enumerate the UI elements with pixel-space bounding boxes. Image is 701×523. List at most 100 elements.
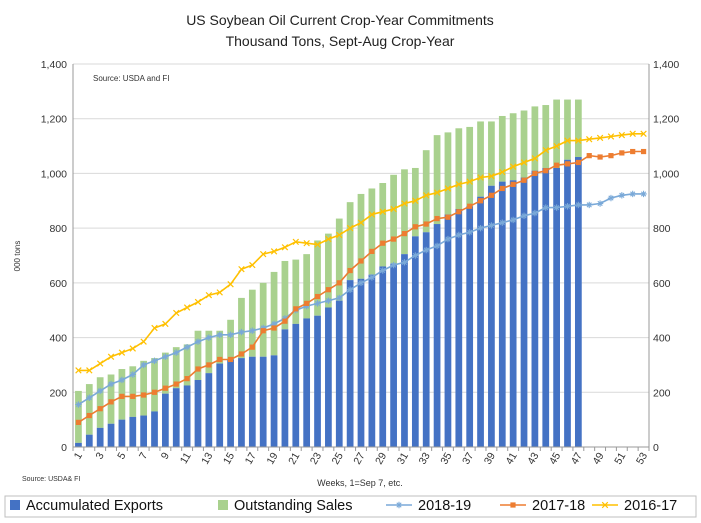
y-tick-label-left: 1,000 (41, 168, 67, 180)
legend-label: Outstanding Sales (234, 498, 353, 514)
outstanding-sales-bar (216, 330, 224, 364)
series-2016-17-point (368, 211, 376, 218)
y-tick-label-left: 600 (49, 278, 67, 290)
series-2018-19-point (227, 331, 234, 339)
accumulated-exports-bar (531, 170, 539, 447)
series-2016-17-point (629, 130, 636, 137)
y-tick-label-right: 1,000 (653, 168, 679, 180)
series-2017-18-point (238, 351, 245, 357)
accumulated-exports-bar (227, 359, 234, 447)
outstanding-sales-bar (509, 113, 517, 181)
legend-label: Accumulated Exports (26, 498, 163, 514)
series-2016-17-point (162, 320, 169, 328)
series-2016-17-point (520, 159, 528, 166)
series-2016-17-point (586, 136, 593, 143)
legend-marker (510, 502, 516, 508)
accumulated-exports-bar (455, 208, 463, 447)
legend-label: 2017-18 (532, 498, 585, 514)
y-tick-label-left: 1,200 (41, 114, 67, 126)
series-2018-19-point (346, 286, 354, 293)
accumulated-exports-bar (553, 167, 560, 447)
x-tick-label: 37 (460, 450, 476, 466)
accumulated-exports-bar (270, 355, 278, 447)
series-2016-17-point (194, 298, 202, 306)
accumulated-exports-bar (75, 442, 82, 447)
series-2018-19-point (618, 192, 626, 199)
outstanding-sales-bar (238, 297, 245, 359)
accumulated-exports-bar (162, 393, 169, 447)
outstanding-sales-bar (194, 330, 202, 380)
x-tick-label: 47 (569, 450, 585, 466)
accumulated-exports-bar (444, 214, 452, 447)
x-tick-label: 17 (243, 450, 259, 466)
series-2016-17-point (238, 265, 245, 273)
series-2016-17-point (466, 178, 473, 185)
outstanding-sales-bar (75, 390, 82, 443)
series-2016-17-point (596, 134, 604, 142)
series-2017-18-point (543, 168, 549, 174)
outstanding-sales-bar (422, 150, 430, 233)
series-2017-18-point (304, 300, 310, 306)
accumulated-exports-bar (520, 177, 528, 447)
accumulated-exports-bar (477, 196, 484, 447)
outstanding-sales-bar (390, 174, 397, 264)
series-2018-19-point (433, 242, 441, 250)
series-2016-17-point (444, 185, 452, 192)
accumulated-exports-bar (107, 423, 115, 447)
series-2016-17-point (86, 367, 93, 374)
outstanding-sales-bar (227, 319, 234, 360)
series-2018-19-point (129, 371, 136, 378)
legend: Accumulated Exports Outstanding Sales 2018… (4, 495, 697, 518)
axes: 0 0 200 200 400 400 600 600 800 800 1,000 1,000 1,20… (41, 59, 680, 467)
series-2017-18-point (249, 344, 255, 350)
legend-marker (601, 501, 609, 509)
series-2018-19-point (281, 315, 289, 322)
series-2017-18-point (173, 381, 179, 387)
series-2017-18-point (434, 215, 440, 222)
outstanding-sales-bar (401, 169, 408, 255)
series-2018-19-point (607, 194, 615, 202)
series-2016-17-point (618, 131, 626, 139)
outstanding-sales-bar (553, 99, 560, 168)
series-2017-18-point (586, 153, 592, 159)
x-tick-label: 21 (286, 450, 302, 466)
outstanding-sales-bar (574, 99, 582, 158)
series-2017-18-point (325, 287, 331, 293)
series-2017-18-point (293, 306, 299, 312)
outstanding-sales-bar (466, 126, 474, 207)
accumulated-exports-bar (498, 181, 506, 447)
outstanding-sales-bar (520, 110, 528, 178)
series-2018-19-point (118, 376, 126, 384)
accumulated-exports-bar (129, 416, 137, 447)
outstanding-sales-bar (107, 374, 115, 424)
series-2018-19-point (499, 219, 506, 226)
series-2016-17-point (216, 289, 223, 296)
series-2018-19-point (194, 338, 202, 345)
series-2016-17-point (412, 197, 419, 205)
series-2016-17-point (249, 261, 256, 269)
series-2017-18-point (477, 198, 484, 204)
accumulated-exports-bar (216, 363, 224, 447)
accumulated-exports-bar (574, 157, 582, 447)
series-2016-17-point (433, 189, 441, 196)
series-2018-19-point (629, 190, 636, 198)
series-2016-17-point (499, 168, 506, 176)
accumulated-exports-bar (281, 329, 289, 447)
legend-label: 2018-19 (418, 498, 471, 514)
series-2018-19-point (162, 353, 169, 360)
outstanding-sales-bar (140, 360, 148, 416)
x-tick-label: 53 (634, 450, 650, 466)
series-2017-18-point (630, 148, 636, 155)
series-2017-18-point (86, 412, 92, 419)
x-tick-label: 35 (438, 450, 454, 466)
accumulated-exports-bar (433, 224, 441, 447)
outstanding-sales-bar (357, 193, 365, 279)
series-2017-18-point (195, 366, 201, 372)
x-tick-label: 15 (221, 450, 237, 466)
y-tick-label-right: 800 (653, 223, 671, 235)
accumulated-exports-bar (379, 266, 387, 447)
x-tick-label: 31 (395, 450, 411, 466)
outstanding-sales-bar (542, 105, 550, 168)
series-2018-19-point (303, 302, 310, 310)
y-tick-label-right: 1,400 (653, 59, 679, 71)
